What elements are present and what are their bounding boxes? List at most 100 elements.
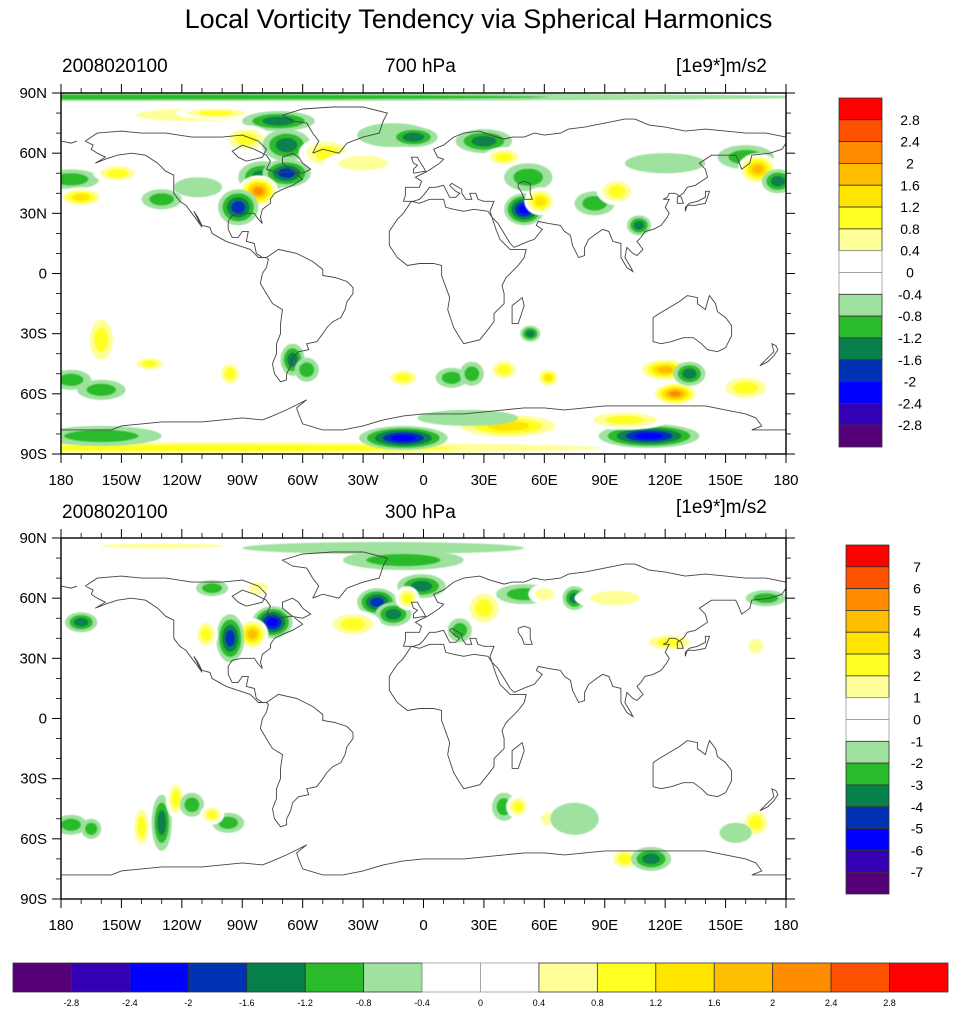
contour-feature [359,425,448,450]
coastline [511,741,525,770]
contour-level [231,201,246,214]
contour-level [410,580,433,592]
colorbar-label: -6 [911,842,924,858]
colorbar-horizontal: -2.8 -2.4 -2 -1.6 -1.2 -0.8 -0.4 0 0.4 0.8 1.2 1.6 2… [12,962,949,1008]
contour-feature [236,618,269,651]
y-tick-label: 90S [20,446,47,463]
coastline [402,563,786,647]
colorbar-label: -2.8 [64,998,80,1008]
contour-feature [141,189,182,210]
colorbar-box [655,962,715,993]
contour-feature [294,357,319,382]
coastline [259,693,354,828]
x-tick-label: 30E [471,917,498,934]
panel2-level-label: 300 hPa [385,502,456,523]
colorbar-label: 0 [478,998,483,1008]
x-tick-label: 60W [287,472,319,489]
coastline [61,140,78,144]
contour-feature [580,409,670,430]
y-tick-label: 60S [20,831,47,848]
contour-feature [61,542,263,551]
contour-level [748,638,764,654]
contour-level [402,132,425,142]
colorbar-box [845,697,890,720]
coastline [281,106,388,154]
contour-feature [131,355,168,372]
x-tick-label: 90W [227,472,259,489]
contour-feature [77,379,126,400]
y-tick-label: 90S [20,891,47,908]
colorbar-label: -3 [911,777,924,793]
contour-level [106,168,129,178]
contour-feature [504,163,553,192]
colorbar-label: -2 [911,755,924,771]
contour-level [385,608,402,620]
x-tick-label: 150W [102,472,142,489]
contour-level [752,164,764,174]
contour-fills [61,93,786,454]
contour-feature [81,818,102,839]
x-tick-label: 150E [708,472,743,489]
contour-level [496,364,512,376]
contour-level [200,627,212,642]
colorbar-box [838,119,883,143]
contour-level [753,593,779,604]
panel1-units-label: [1e9*]m/s2 [676,56,767,77]
contour-feature [743,634,768,659]
contour-feature [761,169,786,194]
contour-level [202,583,222,594]
colorbar-box [838,359,883,382]
colorbar-label: 2.4 [825,998,838,1008]
contour-feature [395,586,420,611]
contour-feature [574,586,656,611]
contour-level [544,374,553,382]
colorbar-box [845,675,890,699]
contour-feature [61,187,106,208]
colorbar-box [596,962,657,993]
colorbar-box [71,962,131,993]
contour-feature [242,111,315,132]
panel-700hpa-map: 180 150W 120W 90W 60W 30W 0 30E 60E 90E 120E 150E 18… [19,84,799,489]
contour-feature [717,373,774,402]
contour-level [262,116,295,126]
colorbar-label: -2 [904,374,917,390]
contour-level [224,367,236,381]
coastline [684,635,711,657]
contour-level [452,622,468,638]
colorbar-label: 2.8 [883,998,896,1008]
colorbar-box [838,337,883,361]
colorbar-label: -0.8 [898,308,922,324]
coastline [61,844,786,876]
contour-level [417,409,519,426]
colorbar-box [845,871,890,895]
contour-feature [641,632,698,653]
contour-level [617,853,633,865]
contour-level [634,432,664,440]
contour-level [157,810,167,836]
contour-feature [216,614,245,663]
x-tick-label: 0 [419,917,427,934]
colorbar-label: -1.6 [239,998,255,1008]
colorbar-box [845,849,890,873]
colorbar-label: 1.6 [900,177,920,193]
contour-feature [608,846,642,871]
contour-feature [179,792,204,817]
colorbar-label: 0.8 [900,221,920,237]
contour-level [61,373,84,386]
contour-feature [459,361,484,386]
contour-feature [528,584,561,605]
contour-level [669,390,682,397]
contour-level [198,110,234,116]
colorbar-label: -0.8 [356,998,372,1008]
colorbar-label: 6 [913,581,921,597]
colorbar-label: 0 [906,265,914,281]
contour-level [64,429,139,443]
colorbar-label: -1.6 [898,352,922,368]
colorbar-box [845,631,890,655]
contour-level [390,434,417,442]
contour-level [733,381,759,395]
contour-fills [61,542,786,871]
contour-feature [626,215,652,236]
colorbar-box [838,424,883,448]
colorbar-box [713,962,774,993]
